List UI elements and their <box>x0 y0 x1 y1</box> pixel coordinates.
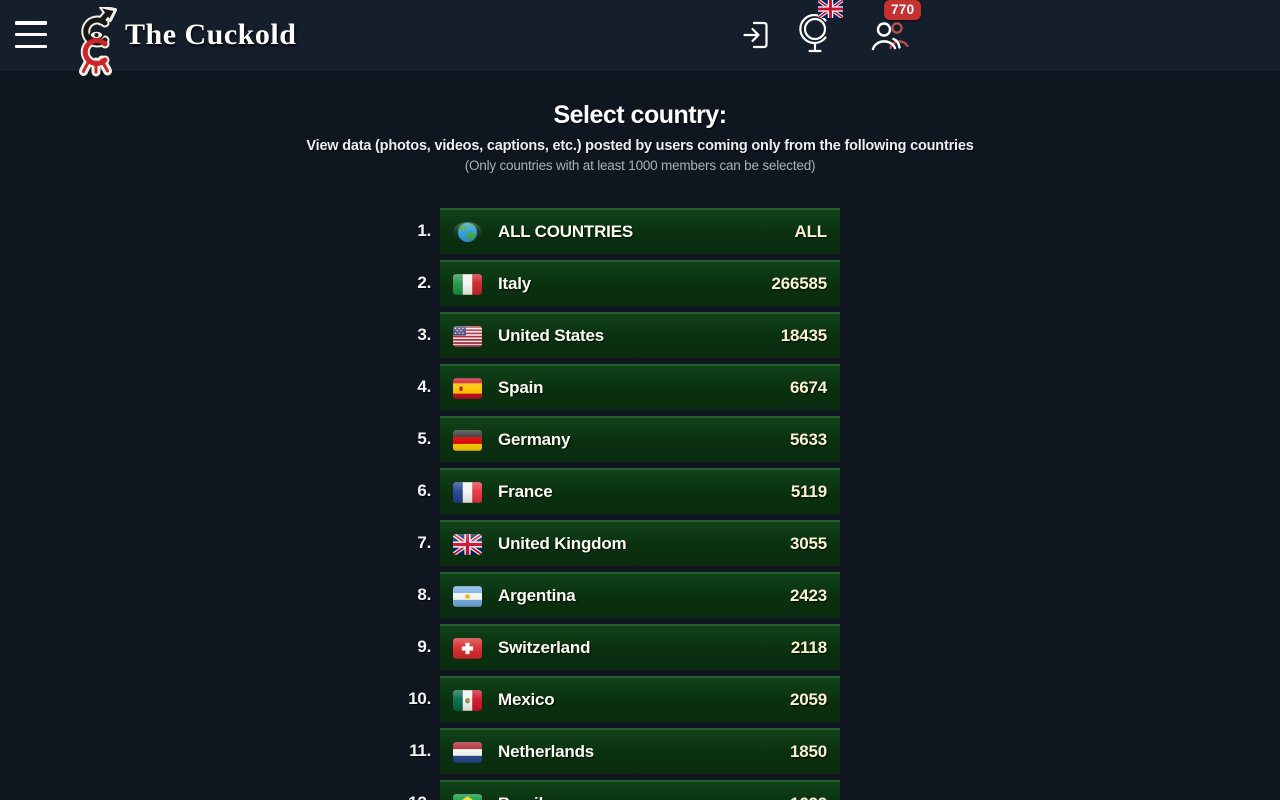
flag-mx-icon <box>453 689 482 711</box>
country-row: 3. United States 18435 <box>417 312 840 358</box>
flag-nl-icon <box>453 741 482 763</box>
country-row-button[interactable]: France 5119 <box>440 468 840 514</box>
country-count: 18435 <box>780 326 827 345</box>
flag-de-icon <box>453 429 482 451</box>
uk-flag-icon <box>817 0 844 18</box>
country-count: 1622 <box>790 794 827 800</box>
login-button[interactable] <box>741 19 773 51</box>
country-rank: 6. <box>417 481 431 500</box>
site-title: The Cuckold <box>125 17 297 51</box>
country-count: 266585 <box>771 274 827 293</box>
country-count: 1850 <box>789 742 827 761</box>
country-row-button[interactable]: Brazil 1622 <box>440 780 840 800</box>
country-row-button[interactable]: Netherlands 1850 <box>440 728 840 774</box>
country-row: 9. Switzerland 2118 <box>417 624 840 670</box>
country-row-button[interactable]: Switzerland 2118 <box>440 624 840 670</box>
members-icon <box>871 22 909 51</box>
country-name: Brazil <box>498 794 543 800</box>
country-count: 2423 <box>789 586 827 605</box>
flag-it-icon <box>453 273 482 295</box>
brand-link[interactable]: The Cuckold <box>76 0 297 76</box>
country-rank: 3. <box>417 325 431 344</box>
country-count: 2118 <box>790 638 827 657</box>
country-name: Mexico <box>498 690 555 709</box>
country-name: United States <box>498 326 605 345</box>
country-rank: 12. <box>408 780 431 800</box>
header: The Cuckold <box>0 0 1280 76</box>
desk-globe-icon <box>799 14 827 53</box>
hamburger-bar <box>15 21 47 25</box>
country-row-button[interactable]: Spain 6674 <box>440 364 840 410</box>
country-row: 1. ALL COUNTRIES ALL <box>417 208 840 254</box>
country-row: 8. Argentina 2423 <box>417 572 840 618</box>
flag-es-icon <box>453 377 482 399</box>
country-name: United Kingdom <box>498 534 627 553</box>
country-name: ALL COUNTRIES <box>498 222 633 241</box>
country-row: 5. Germany 5633 <box>417 416 840 462</box>
menu-button[interactable] <box>15 21 47 48</box>
country-row-button[interactable]: Germany 5633 <box>440 416 840 462</box>
hamburger-bar <box>15 32 47 37</box>
country-rank: 11. <box>409 741 431 760</box>
main-content: Select country: View data (photos, video… <box>0 70 1280 800</box>
flag-ar-icon <box>453 585 482 607</box>
country-row-button[interactable]: Italy 266585 <box>440 260 840 306</box>
language-button[interactable] <box>796 0 844 56</box>
country-row: 2. Italy 266585 <box>417 260 840 306</box>
country-count: 3055 <box>789 534 827 553</box>
country-row: 6. France 5119 <box>417 468 840 514</box>
country-count: 6674 <box>789 378 827 397</box>
country-rank: 8. <box>417 585 431 604</box>
country-count: ALL <box>794 222 828 241</box>
flag-fr-icon <box>453 481 482 503</box>
hamburger-bar <box>15 44 47 48</box>
page-subtitle-note: (Only countries with at least 1000 membe… <box>464 158 816 173</box>
flag-ch-icon <box>453 637 482 659</box>
country-rank: 10. <box>408 689 431 708</box>
flag-globe-icon <box>453 221 482 243</box>
country-name: France <box>498 482 553 501</box>
members-button[interactable]: 770 <box>869 0 922 52</box>
page-title: Select country: <box>553 101 727 129</box>
country-row: 4. Spain 6674 <box>417 364 840 410</box>
country-rank: 7. <box>417 533 431 552</box>
country-row: 7. United Kingdom 3055 <box>417 520 840 566</box>
country-name: Argentina <box>498 586 576 605</box>
country-count: 5633 <box>789 430 827 449</box>
country-row-button[interactable]: United States 18435 <box>440 312 840 358</box>
country-row: 10. Mexico 2059 <box>408 676 840 722</box>
country-rank: 9. <box>417 637 431 656</box>
country-name: Italy <box>498 274 532 293</box>
country-row-button[interactable]: United Kingdom 3055 <box>440 520 840 566</box>
flag-gb-icon <box>453 533 482 555</box>
country-count: 5119 <box>790 482 827 501</box>
header-actions: 770 <box>741 0 922 70</box>
page-subtitle: View data (photos, videos, captions, etc… <box>306 138 974 154</box>
members-count-badge: 770 <box>884 0 922 20</box>
login-icon <box>743 21 768 49</box>
flag-br-icon <box>453 793 482 800</box>
country-count: 2059 <box>789 690 827 709</box>
country-name: Spain <box>498 378 544 397</box>
country-row-button[interactable]: Mexico 2059 <box>440 676 840 722</box>
country-row: 11. Netherlands 1850 <box>409 728 840 774</box>
country-name: Switzerland <box>498 638 591 657</box>
country-row-button[interactable]: ALL COUNTRIES ALL <box>440 208 840 254</box>
country-row: 12. Brazil 1622 <box>408 780 840 800</box>
country-rank: 2. <box>417 273 431 292</box>
country-name: Germany <box>498 430 571 449</box>
country-list: 1. ALL COUNTRIES ALL 2. Italy 266585 3. … <box>408 208 840 800</box>
country-rank: 5. <box>417 429 431 448</box>
cuckold-logo-icon <box>79 6 117 76</box>
country-rank: 1. <box>417 221 431 240</box>
country-row-button[interactable]: Argentina 2423 <box>440 572 840 618</box>
country-rank: 4. <box>417 377 431 396</box>
flag-us-icon <box>453 325 482 347</box>
country-name: Netherlands <box>498 742 595 761</box>
